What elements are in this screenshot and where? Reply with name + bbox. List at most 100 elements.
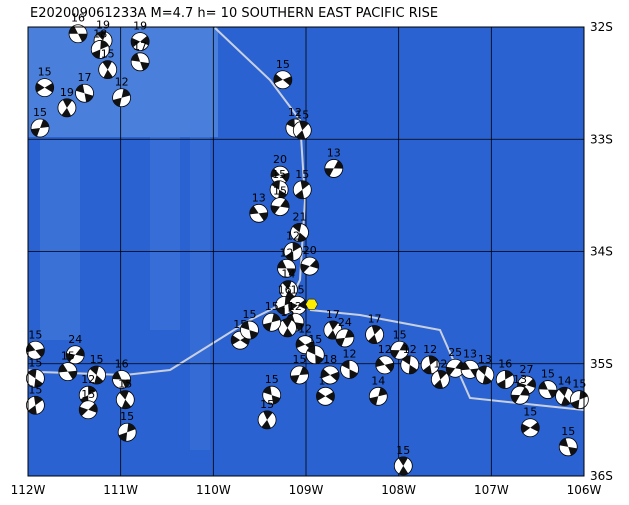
compression-quadrant — [35, 82, 54, 93]
depth-label: 15 — [396, 444, 410, 457]
compression-quadrant — [263, 313, 281, 331]
lat-label: 35S — [590, 357, 613, 371]
focal-mechanism: 15 — [98, 48, 118, 80]
bathymetry — [28, 27, 218, 450]
depth-label: 12 — [115, 76, 129, 89]
focal-mechanism: 12 — [430, 357, 450, 389]
depth-label: 24 — [338, 316, 352, 329]
compression-quadrant — [390, 342, 409, 359]
compression-quadrant — [131, 53, 149, 71]
focal-mechanism: 15 — [292, 168, 312, 200]
focal-mechanism: 14 — [555, 374, 574, 406]
depth-label: 20 — [303, 244, 317, 257]
depth-label: 24 — [68, 333, 82, 346]
focal-mechanism: 12 — [375, 343, 395, 375]
compression-quadrant — [375, 358, 394, 372]
focal-mechanism: 15 — [58, 350, 78, 382]
depth-label: 12 — [403, 343, 417, 356]
depth-label: 15 — [295, 108, 309, 121]
compression-quadrant — [307, 345, 324, 364]
depth-label: 15 — [276, 58, 290, 71]
focal-mechanism: 16 — [275, 283, 295, 315]
focal-mechanism: 15 — [270, 185, 290, 217]
depth-label: 25 — [448, 346, 462, 359]
plate-boundary — [309, 309, 585, 411]
depth-label: 15 — [120, 410, 134, 423]
depth-label: 15 — [280, 306, 294, 319]
depth-label: 12 — [343, 347, 357, 360]
compression-quadrant — [69, 25, 88, 42]
epicenter — [305, 298, 318, 310]
compression-quadrant — [282, 280, 295, 299]
compression-quadrant — [58, 364, 77, 380]
depth-label: 27 — [520, 363, 534, 376]
focal-mechanism: 14 — [278, 268, 298, 300]
focal-mechanism: 15 — [390, 328, 409, 360]
depth-label: 15 — [28, 356, 42, 369]
focal-mechanism: 15 — [538, 368, 558, 399]
focal-mechanism: 15 — [569, 378, 589, 410]
depth-label: 13 — [327, 146, 341, 159]
focal-mechanism: 18 — [320, 353, 340, 385]
compression-quadrant — [368, 325, 381, 344]
depth-label: 17 — [133, 40, 147, 53]
compression-quadrant — [75, 84, 94, 103]
compression-quadrant — [538, 381, 557, 398]
depth-label: 16 — [71, 12, 85, 25]
compression-quadrant — [282, 318, 293, 337]
compression-quadrant — [316, 391, 335, 402]
focal-mechanism: 18 — [90, 27, 110, 59]
depth-label: 16 — [278, 283, 292, 296]
depth-label: 15 — [393, 328, 407, 341]
focal-mechanism: 12 — [283, 230, 303, 261]
depth-label: 15 — [61, 350, 75, 363]
compression-quadrant — [369, 387, 388, 405]
depth-label: 12 — [433, 357, 447, 370]
depth-label: 12 — [280, 246, 294, 259]
focal-mechanism: 15 — [269, 168, 289, 200]
focal-mechanism: 24 — [335, 316, 355, 348]
depth-label: 15 — [572, 378, 586, 391]
compression-quadrant — [102, 60, 113, 79]
focal-mechanism: 15 — [290, 353, 309, 385]
focal-mechanism: 12 — [420, 343, 440, 375]
focal-mechanism: 15 — [35, 66, 55, 98]
compression-quadrant — [290, 366, 309, 384]
focal-mechanism: 12 — [78, 373, 98, 405]
depth-label: 18 — [323, 353, 337, 366]
depth-label: 13 — [478, 353, 492, 366]
depth-label: 15 — [272, 168, 286, 181]
depth-label: 13 — [513, 373, 527, 386]
focal-mechanism: 19 — [130, 20, 150, 51]
compression-quadrant — [79, 403, 98, 416]
depth-label: 15 — [101, 48, 115, 61]
compression-quadrant — [559, 438, 578, 456]
depth-label: 15 — [81, 388, 95, 401]
depth-label: 18 — [93, 27, 107, 40]
focal-mechanism: 15 — [262, 300, 282, 332]
focal-mechanism: 16 — [495, 357, 515, 389]
focal-mechanism: 12 — [112, 76, 131, 108]
compression-quadrant — [321, 368, 340, 381]
depth-label: 13 — [252, 191, 266, 204]
depth-label: 17 — [78, 71, 92, 84]
focal-mechanism: 15 — [273, 58, 293, 90]
focal-mechanism: 15 — [87, 353, 106, 385]
depth-label: 14 — [371, 374, 385, 387]
depth-label: 15 — [308, 333, 322, 346]
depth-label: 12 — [423, 343, 437, 356]
depth-label: 15 — [118, 378, 132, 391]
focal-mechanism: 13 — [510, 373, 530, 405]
focal-mechanism: 15 — [393, 444, 413, 476]
compression-quadrant — [271, 168, 290, 182]
depth-label: 12 — [288, 106, 302, 119]
depth-label: 15 — [273, 185, 287, 198]
compression-quadrant — [558, 387, 571, 406]
compression-quadrant — [80, 386, 97, 405]
focal-mechanism: 16 — [68, 12, 88, 44]
focal-mechanism: 20 — [300, 244, 320, 276]
lat-label: 36S — [590, 469, 613, 483]
lon-label: 108W — [381, 483, 416, 497]
compression-quadrant — [324, 160, 343, 177]
